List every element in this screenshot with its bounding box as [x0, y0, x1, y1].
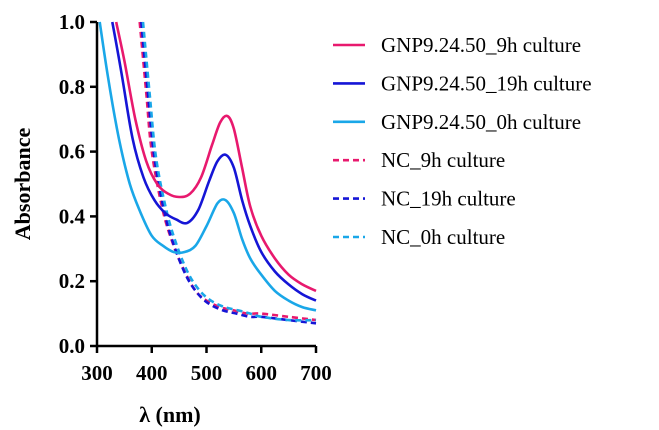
y-tick-label: 0.6	[59, 140, 85, 164]
axes: 0.0 0.2 0.4 0.6 0.8 1.0 300 400 500 600 700	[59, 10, 332, 385]
y-tick-label: 0.8	[59, 75, 85, 99]
legend-label: GNP9.24.50_9h culture	[381, 33, 581, 57]
x-axis-ticks: 300 400 500 600 700	[81, 346, 332, 385]
y-axis-ticks: 0.0 0.2 0.4 0.6 0.8 1.0	[59, 10, 97, 358]
legend-label: NC_9h culture	[381, 148, 505, 172]
series-lines	[98, 21, 317, 325]
series-line-6	[141, 21, 317, 322]
legend-label: NC_19h culture	[381, 187, 516, 211]
x-tick-label: 700	[300, 361, 332, 385]
y-tick-label: 1.0	[59, 10, 85, 34]
x-tick-label: 600	[246, 361, 278, 385]
series-line-3	[98, 21, 317, 312]
series-line-5	[140, 21, 317, 325]
y-tick-label: 0.2	[59, 269, 85, 293]
legend: GNP9.24.50_9h culture GNP9.24.50_19h cult…	[333, 33, 592, 249]
y-tick-label: 0.0	[59, 334, 85, 358]
y-axis-title: Absorbance	[10, 128, 35, 241]
series-line-1	[114, 21, 317, 293]
series-line-2	[111, 21, 317, 302]
x-axis-title: λ (nm)	[139, 402, 201, 427]
x-tick-label: 500	[191, 361, 223, 385]
x-tick-label: 400	[136, 361, 168, 385]
x-tick-label: 300	[81, 361, 113, 385]
legend-label: GNP9.24.50_0h culture	[381, 110, 581, 134]
legend-label: GNP9.24.50_19h culture	[381, 71, 592, 95]
legend-label: NC_0h culture	[381, 225, 505, 249]
y-tick-label: 0.4	[59, 204, 86, 228]
